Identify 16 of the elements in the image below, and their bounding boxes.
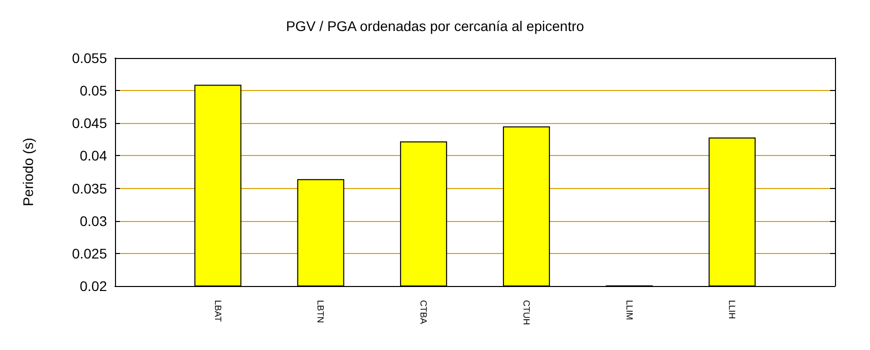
y-tick-label: 0.035 <box>72 180 108 196</box>
x-tick-label: LBTN <box>316 300 326 324</box>
y-tick-label: 0.055 <box>72 50 108 66</box>
x-tick-label: LLIM <box>624 300 634 320</box>
x-tick-label: LLIH <box>727 300 738 320</box>
chart-title: PGV / PGA ordenadas por cercanía al epicentro <box>286 18 584 34</box>
x-tick-label: CTBA <box>418 300 429 324</box>
x-tick-label: LBAT <box>212 300 223 322</box>
y-tick-label: 0.02 <box>80 278 108 294</box>
y-axis-title: Periodo (s) <box>20 138 36 206</box>
y-tick-label: 0.045 <box>72 115 108 132</box>
y-tick-label: 0.03 <box>80 212 108 229</box>
y-tick-label: 0.025 <box>72 245 108 262</box>
x-tick-label: CTUH <box>521 300 532 325</box>
y-tick-label: 0.04 <box>80 148 108 164</box>
y-tick-label: 0.05 <box>80 82 108 99</box>
